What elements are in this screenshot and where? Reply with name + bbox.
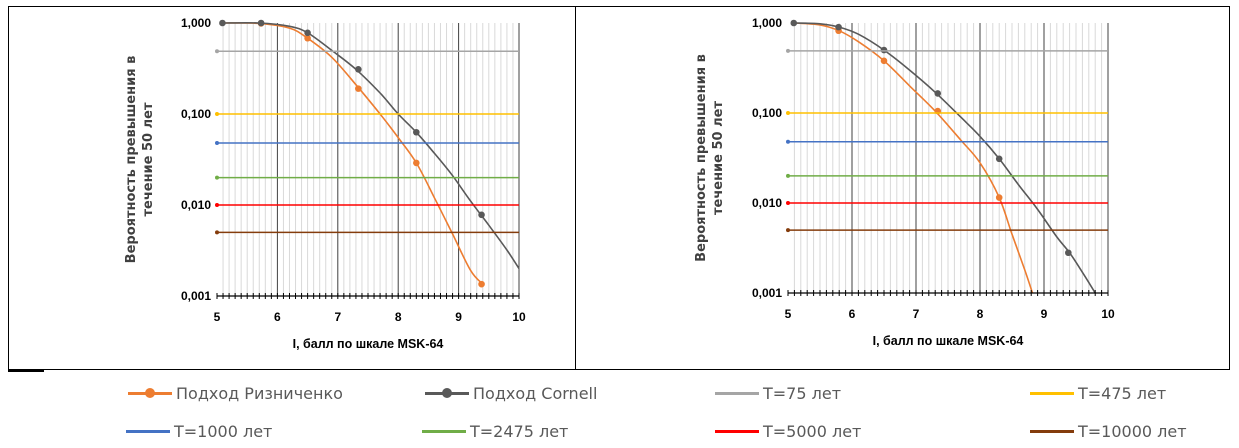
figure-frame: [8, 6, 1230, 370]
data-point-подход-ризниченко: [413, 159, 420, 167]
x-tick-label: 5: [214, 310, 221, 324]
data-point-подход-ризниченко: [995, 194, 1003, 201]
frame-corner-mark: [8, 370, 44, 372]
x-tick-label: 10: [512, 310, 526, 324]
x-tick-label: 5: [785, 307, 792, 321]
y-axis-label-line: Вероятность превышения в: [124, 56, 139, 264]
chart-right-svg: 5 6 7 8 9 10 0,001 0,010 0,100 1,000 I, балл по шк…: [694, 16, 1115, 348]
legend-item-t475: T=475 лет: [1030, 378, 1166, 408]
data-point-подход-ризниченко: [355, 85, 362, 92]
legend-label: T=1000 лет: [174, 421, 273, 441]
legend-label: T=10000 лет: [1078, 421, 1187, 441]
legend-swatch-t1000: [126, 424, 170, 438]
x-tick-label: 8: [977, 307, 984, 321]
y-axis-label: Вероятность превышения в течение 50 лет: [694, 54, 726, 262]
data-point-подход-cornell: [257, 19, 265, 27]
data-point-подход-cornell: [790, 19, 798, 27]
series-end-dot-t-475-лет: [786, 111, 790, 115]
x-tick-label: 6: [274, 310, 281, 324]
x-tick-label: 10: [1101, 307, 1115, 321]
series-end-dot-t-5000-лет: [215, 203, 219, 207]
data-point-подход-cornell: [413, 128, 420, 136]
legend-swatch-cornell: [425, 386, 469, 400]
series-line-подход-ризниченко: [222, 22, 484, 285]
legend-label: Подход Ризниченко: [176, 383, 343, 403]
series-end-dot-t-1000-лет: [786, 139, 790, 144]
y-tick-label: 0,010: [752, 196, 782, 210]
legend-swatch-t475: [1030, 386, 1074, 400]
y-axis-label-line: течение 50 лет: [141, 102, 156, 216]
legend-swatch-riznichenko: [128, 386, 172, 400]
data-point-подход-cornell: [880, 46, 888, 54]
chart-panel-left: 5 6 7 8 9 10 0,001 0,010 0,100 1,000 I, балл по шк…: [120, 8, 540, 373]
panel-divider: [575, 6, 576, 370]
x-tick-label: 7: [334, 310, 341, 324]
data-point-подход-ризниченко: [304, 34, 311, 42]
x-tick-label: 9: [455, 310, 462, 324]
data-point-подход-cornell: [219, 19, 226, 27]
series-end-dot-t-75-лет: [786, 48, 790, 53]
y-tick-label: 1,000: [752, 16, 782, 30]
legend-swatch-t10000: [1030, 424, 1074, 438]
series-end-dot-t-2475-лет: [786, 173, 790, 178]
data-point-подход-cornell: [835, 23, 842, 31]
legend-item-t5000: T=5000 лет: [715, 416, 861, 446]
legend-item-t2475: T=2475 лет: [422, 416, 568, 446]
legend-swatch-t75: [715, 386, 759, 400]
data-point-подход-cornell: [478, 211, 485, 219]
y-axis-label: Вероятность превышения в течение 50 лет: [124, 56, 156, 264]
data-point-подход-cornell: [304, 29, 311, 37]
data-point-подход-cornell: [355, 65, 362, 73]
legend-item-t1000: T=1000 лет: [126, 416, 272, 446]
series-end-dot-t-475-лет: [215, 112, 219, 116]
data-point-подход-cornell: [1065, 249, 1072, 257]
x-axis-label: I, балл по шкале MSK-64: [873, 334, 1024, 348]
legend-swatch-t2475: [422, 424, 466, 438]
legend-label: T=75 лет: [763, 383, 842, 403]
data-point-подход-cornell: [934, 90, 942, 97]
series-end-dot-t-1000-лет: [215, 141, 219, 146]
series-end-dot-t-75-лет: [215, 49, 219, 54]
data-point-подход-cornell: [995, 155, 1003, 163]
y-tick-label: 0,001: [752, 286, 782, 300]
y-axis-label-line: Вероятность превышения в: [694, 54, 709, 262]
legend-item-t75: T=75 лет: [715, 378, 841, 408]
series-end-dot-t-2475-лет: [215, 175, 219, 180]
x-tick-label: 8: [395, 310, 402, 324]
series-end-dot-t-10000-лет: [786, 228, 790, 233]
legend: Подход Ризниченко Подход Cornell T=75 ле…: [0, 378, 1239, 448]
legend-item-riznichenko: Подход Ризниченко: [128, 378, 343, 408]
series-line-подход-cornell: [794, 22, 1096, 294]
legend-item-t10000: T=10000 лет: [1030, 416, 1187, 446]
legend-label: Подход Cornell: [473, 383, 598, 403]
y-tick-label: 0,100: [752, 106, 782, 120]
chart-left-svg: 5 6 7 8 9 10 0,001 0,010 0,100 1,000 I, балл по шк…: [124, 16, 526, 351]
x-tick-label: 9: [1041, 307, 1048, 321]
legend-label: T=2475 лет: [470, 421, 569, 441]
legend-label: T=5000 лет: [763, 421, 862, 441]
y-tick-label: 0,001: [181, 289, 211, 303]
x-axis-label: I, балл по шкале MSK-64: [293, 337, 444, 351]
legend-item-cornell: Подход Cornell: [425, 378, 597, 408]
x-tick-label: 6: [849, 307, 856, 321]
y-tick-label: 0,100: [181, 107, 211, 121]
data-point-подход-ризниченко: [478, 280, 485, 288]
legend-swatch-t5000: [715, 424, 759, 438]
series-end-dot-t-10000-лет: [215, 230, 219, 235]
x-tick-label: 7: [913, 307, 920, 321]
chart-panel-right: 5 6 7 8 9 10 0,001 0,010 0,100 1,000 I, балл по шк…: [690, 8, 1120, 373]
data-point-подход-ризниченко: [880, 57, 888, 65]
series-end-dot-t-5000-лет: [786, 201, 790, 205]
y-tick-label: 0,010: [181, 198, 211, 212]
y-axis-label-line: течение 50 лет: [711, 101, 726, 215]
y-tick-label: 1,000: [181, 16, 211, 30]
legend-label: T=475 лет: [1078, 383, 1167, 403]
